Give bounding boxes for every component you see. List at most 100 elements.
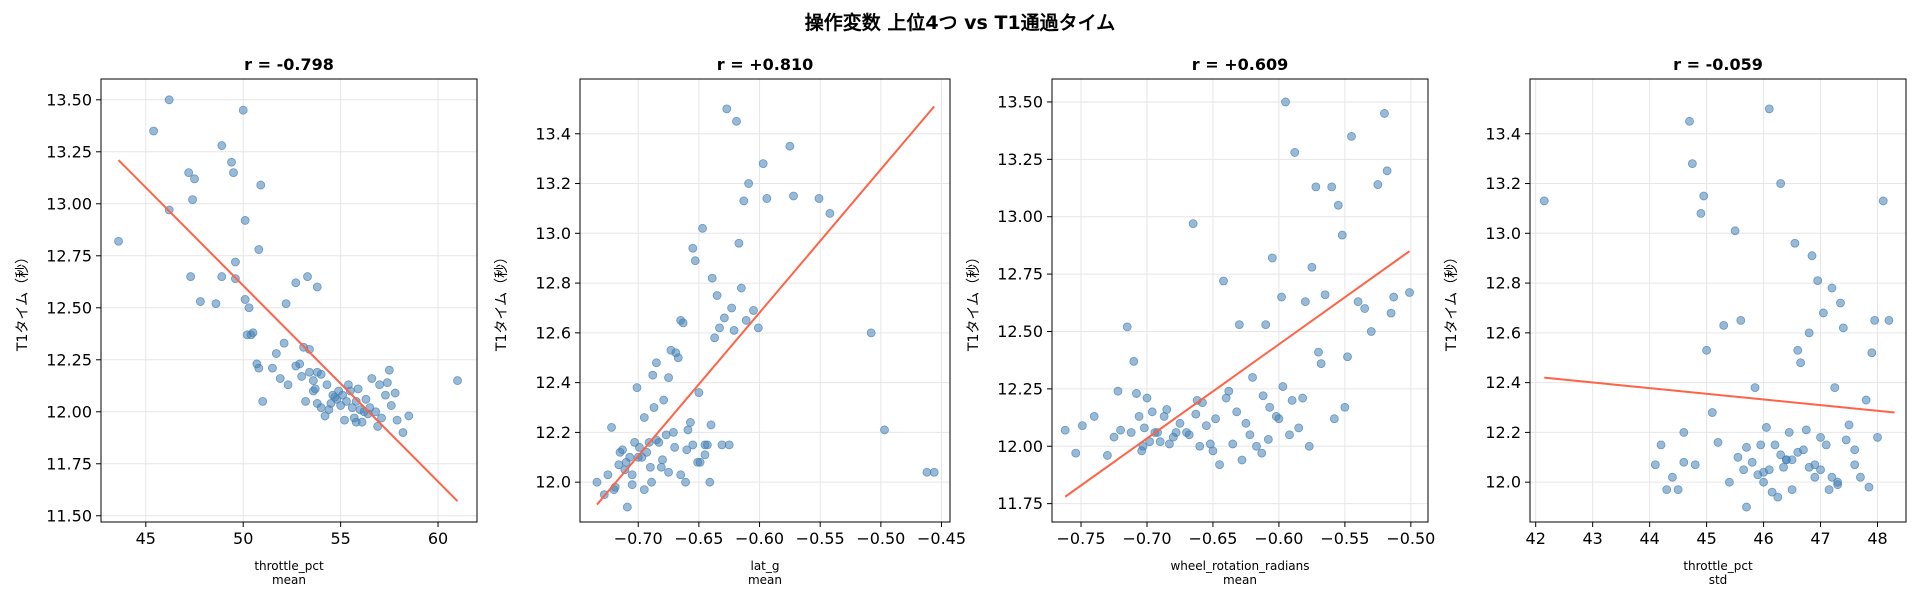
chart-1-xtick-label: 60	[428, 529, 448, 548]
chart-3-point	[1089, 412, 1099, 421]
chart-2-point	[683, 425, 693, 435]
chart-3-point	[1343, 352, 1352, 362]
chart-1-ytick-label: 13.50	[46, 90, 92, 109]
chart-4-point	[1807, 251, 1817, 261]
chart-1-point	[371, 407, 381, 417]
chart-2-title: r = +0.810	[717, 55, 813, 74]
chart-1-xtick-label: 50	[233, 529, 253, 548]
chart-4-point	[1764, 465, 1774, 475]
chart-1-point	[217, 141, 227, 150]
chart-1-point	[271, 349, 281, 358]
chart-1-point	[353, 384, 363, 394]
chart-2-point	[880, 425, 889, 435]
chart-4-point	[1836, 298, 1845, 308]
chart-4-point	[1673, 485, 1683, 495]
chart-1-point	[310, 384, 320, 394]
chart-3-point	[1316, 359, 1326, 369]
chart-4-point	[1850, 460, 1860, 470]
chart-2-point	[676, 470, 686, 480]
chart-3-ytick-label: 13.50	[997, 92, 1043, 111]
chart-1-xlabel-line: throttle_pct	[254, 559, 324, 573]
chart-4-ytick-label: 12.4	[1485, 373, 1521, 392]
chart-4-point	[1764, 104, 1774, 114]
chart-4-point	[1793, 447, 1803, 457]
chart-3-point	[1155, 437, 1165, 447]
chart-2-point	[724, 440, 734, 450]
chart-4-point	[1816, 465, 1825, 475]
chart-4-fit-line	[1544, 376, 1895, 414]
chart-2-point	[712, 291, 722, 300]
chart-1-ytick-label: 12.00	[46, 402, 92, 421]
chart-4-point	[1707, 408, 1717, 417]
chart-3-point	[1278, 382, 1288, 391]
chart-4-point	[1699, 191, 1709, 201]
chart-2-point	[789, 191, 798, 201]
chart-4-point	[1750, 383, 1760, 393]
chart-1-point	[188, 195, 197, 205]
chart-3-point	[1314, 347, 1323, 357]
chart-2-point	[622, 502, 632, 512]
chart-2-point	[717, 440, 727, 450]
chart-2-xlabel-line: lat_g	[750, 559, 779, 573]
chart-1-point	[275, 374, 285, 383]
chart-2-ytick-label: 13.0	[535, 224, 571, 243]
chart-2-point	[710, 333, 720, 343]
chart-3-xlabel: wheel_rotation_radians mean	[1170, 559, 1309, 587]
chart-3-ytick-label: 13.25	[997, 150, 1043, 169]
chart-3-point	[1294, 423, 1304, 433]
chart-3-point	[1142, 393, 1152, 403]
chart-3-point	[1103, 451, 1112, 460]
chart-1-point	[351, 396, 361, 406]
chart-2-point	[741, 316, 751, 325]
chart-2-xtick-label: −0.45	[917, 529, 966, 548]
chart-1: 45 50 55 60 11.50 11.75 12.00 12.25 12.50 12.75 13…	[15, 55, 478, 587]
chart-2-point	[729, 325, 739, 335]
chart-2-xtick-label: −0.65	[674, 529, 723, 548]
chart-1-point	[381, 390, 390, 400]
chart-2-ytick-label: 13.2	[535, 174, 571, 193]
chart-3-point	[1274, 414, 1284, 424]
chart-2-point	[615, 447, 625, 457]
chart-1-point	[392, 415, 402, 425]
chart-4-point	[1539, 196, 1549, 206]
chart-3-point	[1077, 421, 1087, 430]
chart-4-ytick-label: 12.8	[1485, 274, 1521, 293]
chart-3-point	[1232, 407, 1242, 417]
chart-2-point	[707, 273, 717, 283]
chart-1-point	[382, 378, 392, 388]
chart-2-point	[621, 457, 631, 467]
chart-4-point	[1833, 477, 1843, 487]
chart-1-point	[316, 369, 326, 379]
chart-2-fit-line	[596, 105, 935, 506]
chart-4-point	[1784, 428, 1794, 437]
chart-3-point	[1320, 290, 1330, 300]
chart-2-xtick-label: −0.60	[735, 529, 784, 548]
chart-3-point	[1147, 407, 1157, 417]
chart-3-point	[1126, 428, 1136, 437]
chart-3-point	[1219, 276, 1228, 286]
chart-3-point	[1281, 97, 1290, 107]
chart-3-ytick-label: 12.25	[997, 379, 1043, 398]
chart-3-point	[1241, 418, 1251, 428]
chart-2-point	[659, 395, 669, 405]
chart-4-ytick-label: 12.6	[1485, 323, 1521, 342]
chart-4-point	[1867, 348, 1877, 358]
chart-3-xtick-label: −0.75	[1057, 529, 1106, 548]
chart-3-point	[1109, 432, 1119, 442]
chart-1-point	[375, 380, 384, 390]
chart-3-point	[1201, 421, 1211, 430]
chart-1-point	[336, 401, 346, 410]
chart-3-point	[1337, 230, 1347, 240]
chart-3-fit-line	[1064, 250, 1411, 498]
chart-3-xtick-label: −0.55	[1320, 529, 1369, 548]
chart-2-ytick-label: 12.4	[535, 373, 571, 392]
chart-1-point	[240, 295, 250, 304]
chart-1-ylabel: T1タイム（秒）	[15, 250, 31, 352]
chart-4-ytick-label: 13.0	[1485, 224, 1521, 243]
chart-1-frame	[100, 78, 478, 523]
chart-1-xtick-label: 55	[330, 529, 350, 548]
chart-4-point	[1690, 460, 1700, 470]
chart-1-point	[398, 428, 408, 437]
chart-2-point	[682, 445, 692, 455]
chart-4-point	[1702, 345, 1712, 355]
